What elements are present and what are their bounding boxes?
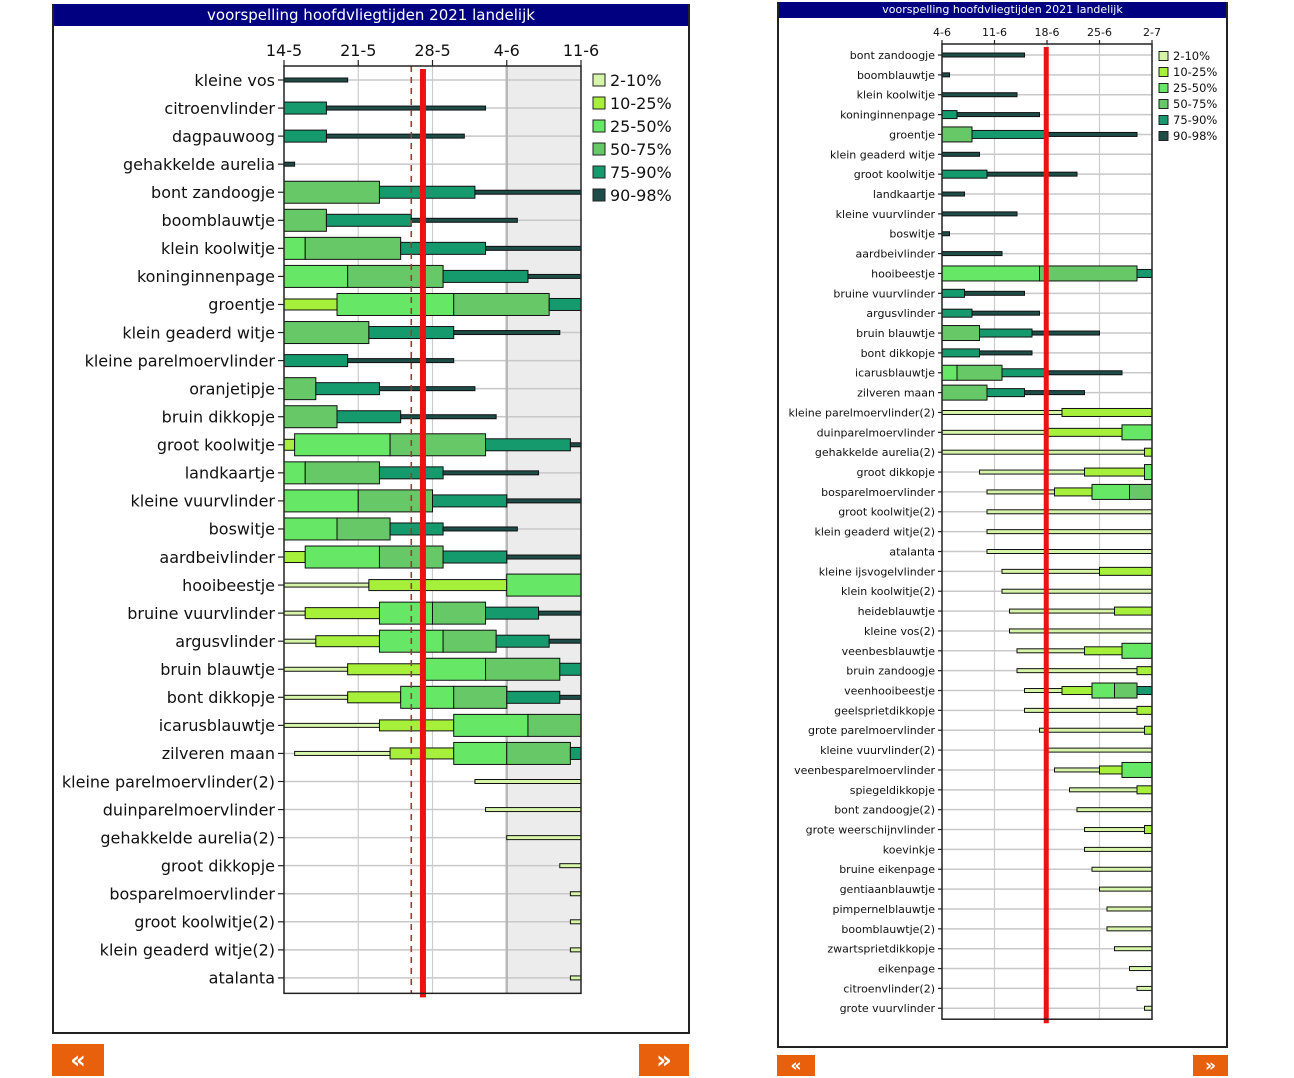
- chart-title-left: voorspelling hoofdvliegtijden 2021 lande…: [54, 4, 688, 26]
- chart-panel-left: voorspelling hoofdvliegtijden 2021 lande…: [52, 4, 690, 1034]
- chart-panel-right: voorspelling hoofdvliegtijden 2021 lande…: [777, 2, 1228, 1048]
- prev-button-left[interactable]: «: [52, 1044, 104, 1076]
- next-button-left[interactable]: »: [639, 1044, 689, 1076]
- chart-title-right: voorspelling hoofdvliegtijden 2021 lande…: [779, 2, 1226, 18]
- prev-button-right[interactable]: «: [777, 1055, 815, 1076]
- next-button-right[interactable]: »: [1193, 1055, 1228, 1076]
